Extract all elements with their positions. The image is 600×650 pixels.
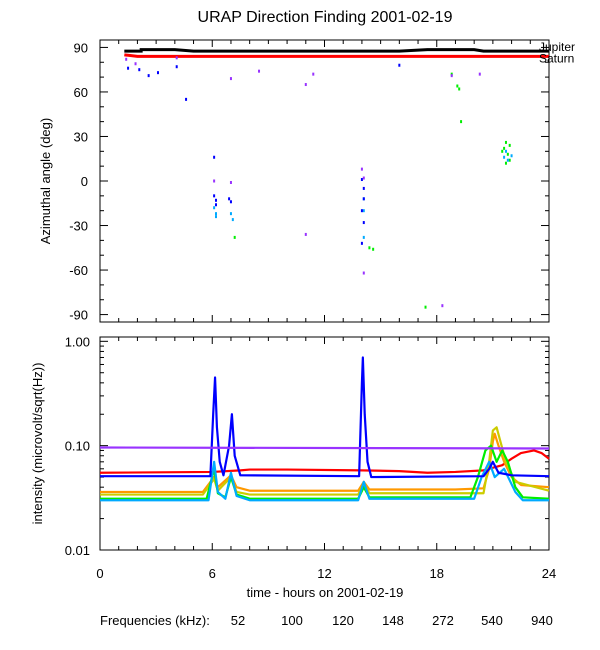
- legend-entry-940khz: 940: [531, 613, 553, 628]
- azimuth-point-148khz: [501, 149, 504, 153]
- intensity-series-540khz: [100, 356, 550, 479]
- reference-line-saturn: [124, 53, 549, 58]
- legend-entry-148khz: 148: [382, 613, 404, 628]
- azimuth-point-540khz: [229, 200, 232, 204]
- azimuth-point-940khz: [258, 69, 261, 73]
- intensity-series-100khz: [100, 432, 550, 494]
- azimuth-point-940khz: [304, 232, 307, 236]
- top-y-tick-label: -30: [69, 219, 88, 234]
- bottom-y-axis-label: intensity (microvolt/sqrt(Hz)): [30, 363, 45, 525]
- azimuth-point-148khz: [504, 140, 507, 144]
- azimuth-point-540khz: [360, 178, 363, 182]
- azimuth-point-940khz: [229, 180, 232, 184]
- azimuth-point-940khz: [362, 271, 365, 275]
- azimuth-point-540khz: [214, 203, 217, 207]
- azimuth-point-148khz: [460, 120, 463, 124]
- azimuth-point-940khz: [450, 74, 453, 78]
- azimuth-point-940khz: [362, 176, 365, 180]
- intensity-series-940khz: [99, 446, 550, 450]
- azimuth-point-540khz: [185, 97, 188, 101]
- azimuth-point-272khz: [214, 212, 217, 216]
- azimuth-point-148khz: [424, 305, 427, 309]
- azimuth-point-540khz: [175, 65, 178, 69]
- x-axis-label: time - hours on 2001-02-19: [247, 585, 404, 600]
- azimuth-point-148khz: [508, 158, 511, 162]
- x-tick-label: 12: [317, 566, 331, 581]
- azimuth-point-272khz: [510, 154, 513, 158]
- x-tick-label: 18: [430, 566, 444, 581]
- azimuth-point-940khz: [175, 56, 178, 60]
- legend-entry-272khz: 272: [432, 613, 454, 628]
- azimuth-point-148khz: [456, 84, 459, 88]
- azimuth-point-940khz: [213, 179, 216, 183]
- azimuth-point-940khz: [229, 77, 232, 81]
- azimuth-point-148khz: [368, 246, 371, 250]
- top-y-tick-label: 30: [74, 129, 88, 144]
- intensity-series-52khz: [99, 449, 550, 474]
- azimuth-point-272khz: [214, 215, 217, 219]
- reference-line-jupiter: [124, 48, 549, 53]
- azimuth-point-272khz: [504, 149, 507, 153]
- top-y-axis-label: Azimuthal angle (deg): [38, 118, 53, 244]
- azimuth-point-272khz: [506, 158, 509, 162]
- legend-entry-52khz: 52: [231, 613, 245, 628]
- legend-entry-120khz: 120: [332, 613, 354, 628]
- azimuth-point-940khz: [134, 62, 137, 66]
- azimuth-point-148khz: [506, 152, 509, 156]
- azimuth-point-272khz: [503, 155, 506, 159]
- reference-label-saturn: Saturn: [539, 51, 574, 65]
- intensity-series-272khz: [100, 460, 549, 502]
- azimuth-point-940khz: [478, 72, 481, 76]
- legend-title: Frequencies (kHz):: [100, 613, 210, 628]
- azimuth-point-272khz: [231, 218, 234, 222]
- azimuth-point-272khz: [229, 212, 232, 216]
- top-y-tick-label: 0: [81, 174, 88, 189]
- azimuth-point-148khz: [503, 146, 506, 150]
- azimuth-point-540khz: [398, 63, 401, 67]
- top-y-tick-label: -60: [69, 263, 88, 278]
- azimuth-point-540khz: [213, 155, 216, 159]
- azimuth-point-940khz: [304, 83, 307, 87]
- azimuth-point-540khz: [138, 68, 141, 72]
- azimuth-point-148khz: [504, 161, 507, 165]
- azimuth-point-540khz: [362, 221, 365, 225]
- azimuth-point-540khz: [214, 198, 217, 202]
- azimuth-point-540khz: [362, 197, 365, 201]
- x-tick-label: 24: [542, 566, 556, 581]
- azimuth-point-540khz: [127, 66, 130, 70]
- azimuth-point-940khz: [441, 304, 444, 308]
- azimuth-point-540khz: [360, 241, 363, 245]
- azimuth-point-540khz: [360, 209, 363, 213]
- azimuth-point-940khz: [125, 57, 128, 61]
- chart-title: URAP Direction Finding 2001-02-19: [198, 9, 453, 26]
- azimuth-point-148khz: [508, 143, 511, 147]
- azimuth-point-540khz: [213, 194, 216, 198]
- azimuth-point-148khz: [458, 87, 461, 91]
- x-tick-label: 0: [96, 566, 103, 581]
- legend-entry-100khz: 100: [281, 613, 303, 628]
- bottom-y-tick-label: 1.00: [65, 334, 90, 349]
- azimuth-point-940khz: [312, 72, 315, 76]
- top-y-tick-label: -90: [69, 308, 88, 323]
- azimuth-point-540khz: [362, 186, 365, 190]
- azimuth-point-272khz: [362, 235, 365, 239]
- top-y-tick-label: 90: [74, 40, 88, 55]
- azimuth-point-540khz: [156, 71, 159, 75]
- azimuth-point-272khz: [362, 209, 365, 213]
- azimuth-point-272khz: [213, 206, 216, 210]
- azimuth-point-148khz: [233, 235, 236, 239]
- bottom-y-tick-label: 0.10: [65, 439, 90, 454]
- azimuth-point-540khz: [228, 197, 231, 201]
- bottom-y-tick-label: 0.01: [65, 543, 90, 558]
- legend-entry-540khz: 540: [481, 613, 503, 628]
- top-y-tick-label: 60: [74, 85, 88, 100]
- azimuth-point-540khz: [147, 74, 150, 78]
- x-tick-label: 6: [209, 566, 216, 581]
- azimuth-point-940khz: [360, 167, 363, 171]
- reference-label-jupiter: Jupiter: [539, 40, 575, 54]
- azimuth-point-148khz: [372, 247, 375, 251]
